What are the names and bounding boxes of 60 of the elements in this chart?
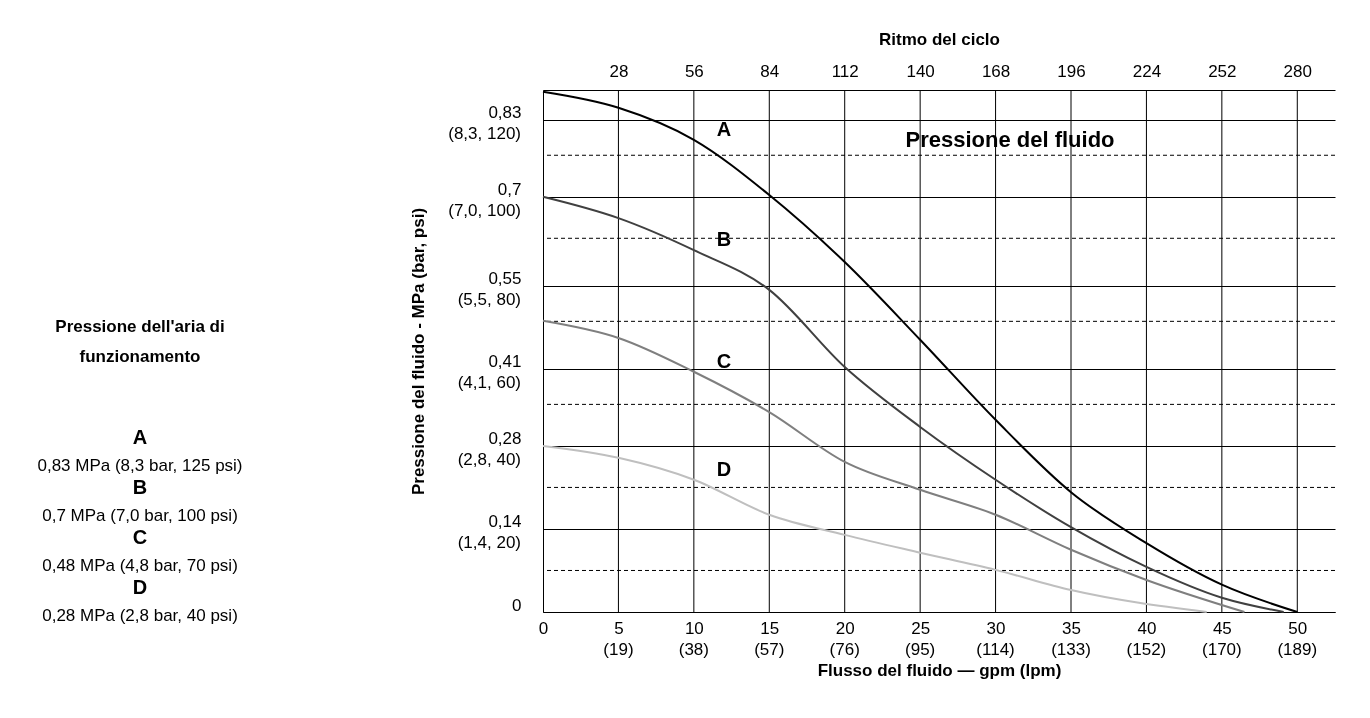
text: (57) — [754, 640, 785, 659]
series-label: B — [716, 228, 732, 251]
text: 0,7 MPa (7,0 bar, 100 psi) — [42, 506, 238, 525]
series-label: A — [716, 117, 732, 140]
x2-tick-label: 252 — [1208, 61, 1237, 81]
x2-tick-label: 56 — [684, 61, 704, 81]
x-axis-title: Flusso del fluido — gpm (lpm) — [817, 660, 1062, 680]
text: (7,0, 100) — [448, 200, 521, 220]
y-axis-title: Pressione del fluido - MPa (bar, psi) — [409, 207, 429, 496]
legend-title: Pressione dell'aria di funzionamento — [55, 317, 225, 366]
text: 0,48 MPa (4,8 bar, 70 psi) — [42, 556, 238, 575]
x-tick-label: 35 — [1062, 618, 1081, 638]
x2-tick-label: 84 — [760, 61, 780, 81]
text: (8,3, 120) — [448, 123, 521, 143]
x2-tick-label: 168 — [981, 61, 1011, 81]
series-label: C — [716, 349, 732, 372]
text: (5,5, 80) — [457, 289, 521, 309]
text: (114) — [976, 640, 1015, 659]
text: A — [132, 426, 148, 448]
text: (95) — [905, 640, 936, 659]
text: D — [132, 576, 148, 598]
text: (170) — [1202, 640, 1242, 659]
text: C — [132, 526, 148, 548]
y-tick-label: 0 — [512, 595, 522, 615]
text: (152) — [1126, 640, 1167, 659]
y-tick-label: 0,83 — [488, 103, 522, 123]
text: (4,1, 60) — [457, 372, 521, 392]
x2-tick-label: 112 — [831, 61, 859, 81]
x-tick-label: 10 — [684, 618, 704, 638]
x2-tick-label: 196 — [1057, 61, 1086, 81]
text: (38) — [678, 640, 709, 659]
x-tick-label: 15 — [760, 618, 780, 638]
y-tick-label: 0,55 — [488, 269, 522, 289]
x2-tick-label: 28 — [609, 61, 629, 81]
x-tick-label: 50 — [1288, 618, 1308, 638]
series-label: D — [716, 457, 732, 480]
x-tick-label: 20 — [835, 618, 855, 638]
text: B — [132, 476, 148, 498]
x-tick-label: 45 — [1212, 618, 1232, 638]
text: (133) — [1051, 640, 1091, 659]
x-tick-label: 30 — [986, 618, 1006, 638]
x2-tick-label: 280 — [1283, 61, 1312, 81]
y-tick-label: 0,41 — [488, 352, 522, 372]
y-tick-label: 0,28 — [488, 429, 522, 449]
x2-axis-title: Ritmo del ciclo — [879, 29, 1000, 49]
text: (19) — [603, 640, 634, 659]
x2-tick-label: 224 — [1132, 61, 1162, 81]
x-tick-label: 0 — [538, 618, 549, 638]
text: 0,28 MPa (2,8 bar, 40 psi) — [42, 606, 238, 625]
text: (1,4, 20) — [457, 532, 521, 552]
x-tick-label: 25 — [911, 618, 931, 638]
text: (76) — [829, 640, 860, 659]
text: 0,83 MPa (8,3 bar, 125 psi) — [37, 456, 243, 475]
y-tick-label: 0,14 — [488, 512, 522, 532]
x-tick-label: 40 — [1137, 618, 1157, 638]
text: (2,8, 40) — [457, 449, 521, 469]
x-tick-label: 5 — [614, 618, 624, 638]
x2-tick-label: 140 — [906, 61, 935, 81]
text: (189) — [1277, 640, 1318, 659]
y-tick-label: 0,7 — [497, 180, 522, 200]
